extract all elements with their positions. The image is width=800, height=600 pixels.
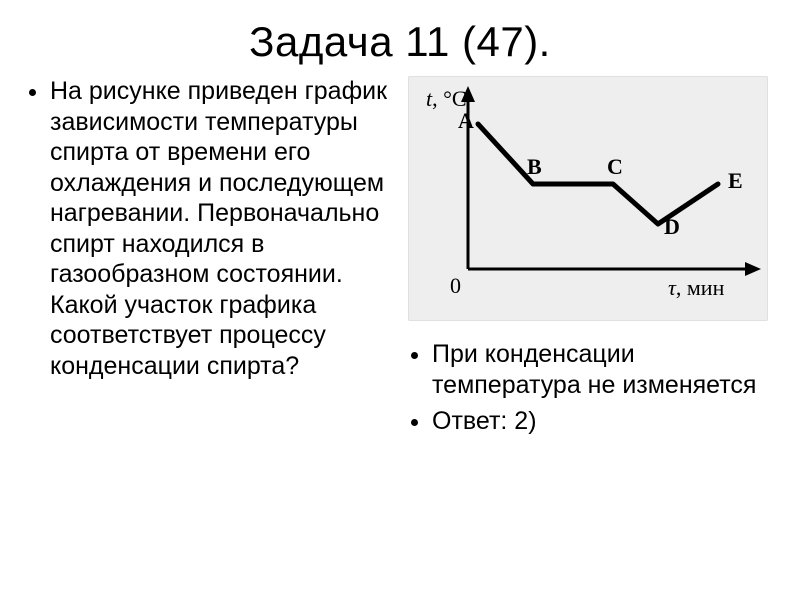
svg-text:B: B — [527, 154, 542, 179]
right-bullets: При конденсации температура не изменяетс… — [410, 339, 772, 437]
right-bullets-wrap: При конденсации температура не изменяетс… — [408, 339, 772, 443]
answer-value: Ответ: 2) — [432, 406, 772, 437]
svg-text:A: A — [458, 108, 474, 133]
left-bullets: На рисунке приведен график зависимости т… — [28, 76, 388, 381]
answer-explanation: При конденсации температура не изменяетс… — [432, 339, 772, 400]
chart-container: 0t, °Cτ, минABCDE — [408, 76, 768, 321]
slide: Задача 11 (47). На рисунке приведен граф… — [0, 0, 800, 600]
svg-text:τ, мин: τ, мин — [668, 275, 725, 300]
svg-text:E: E — [728, 168, 743, 193]
temperature-time-chart: 0t, °Cτ, минABCDE — [413, 84, 763, 314]
svg-text:D: D — [664, 214, 680, 239]
slide-title: Задача 11 (47). — [0, 0, 800, 76]
svg-text:0: 0 — [450, 273, 461, 298]
right-column: 0t, °Cτ, минABCDE При конденсации темпер… — [408, 76, 772, 443]
left-column: На рисунке приведен график зависимости т… — [28, 76, 388, 443]
problem-text: На рисунке приведен график зависимости т… — [50, 76, 388, 381]
content-columns: На рисунке приведен график зависимости т… — [0, 76, 800, 443]
svg-text:C: C — [607, 154, 623, 179]
